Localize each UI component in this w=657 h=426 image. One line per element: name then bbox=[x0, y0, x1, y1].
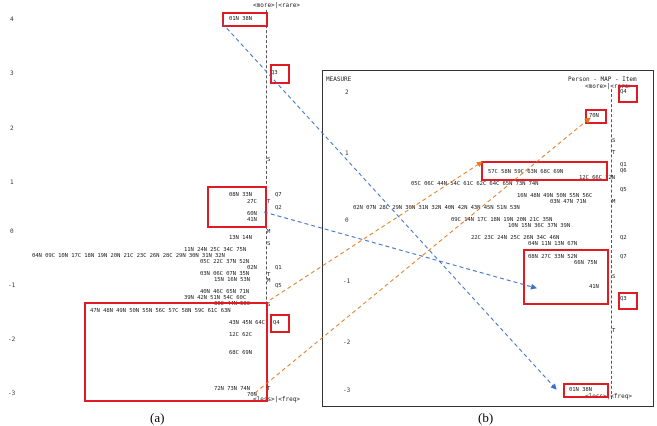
panel-b-tick: 0 bbox=[345, 217, 349, 224]
item-label: Q5 bbox=[275, 283, 282, 289]
panel-b-tick: -2 bbox=[343, 339, 351, 346]
panel-a-tick: -2 bbox=[8, 336, 16, 343]
person-row: 13N 14N bbox=[229, 235, 252, 241]
item-label: Q2 bbox=[275, 205, 282, 211]
item-label: Q1 bbox=[275, 265, 282, 271]
panel-b-tick: -1 bbox=[343, 278, 351, 285]
panel-a-person-item-map: <more>|<rare> 4 3 2 1 0 -1 -2 -3 01N 38N… bbox=[8, 2, 305, 403]
axis-letter: S bbox=[267, 157, 271, 163]
axis-letter: T bbox=[267, 199, 271, 205]
panel-a-tick: 3 bbox=[10, 70, 14, 77]
person-row: 05C 06C 44N 54C 61C 62C 64C 65N 73N 74N bbox=[411, 181, 539, 187]
axis-letter: M bbox=[267, 229, 271, 235]
highlight-box bbox=[222, 12, 268, 27]
panel-b-header: <more>|<rare> bbox=[585, 83, 632, 90]
highlight-box bbox=[523, 249, 609, 305]
person-row: 01N 38N bbox=[229, 16, 252, 22]
item-label: Q7 bbox=[620, 254, 627, 260]
highlight-box bbox=[270, 314, 290, 333]
panel-b-tick: 1 bbox=[345, 150, 349, 157]
panel-a-footer: <less>|<freq> bbox=[253, 396, 300, 403]
person-row: 41N bbox=[589, 284, 599, 290]
person-row: 15N 16N 53N bbox=[214, 277, 250, 283]
person-row: 39N 42N 51N 54C 60C bbox=[184, 295, 247, 301]
person-row: 02N 07N 28C 29N 30N 31N 32N 40N 42N 43N … bbox=[353, 205, 520, 211]
panel-b-label: (b) bbox=[478, 410, 494, 425]
axis-letter: T bbox=[612, 150, 616, 156]
highlight-box bbox=[618, 85, 638, 103]
panel-b-title-left: MEASURE bbox=[326, 76, 352, 83]
highlight-box bbox=[207, 186, 267, 228]
panel-b-tick: 2 bbox=[345, 89, 349, 96]
highlight-box bbox=[270, 64, 290, 84]
person-row: 04N 11N 13N 67N bbox=[528, 241, 578, 247]
person-row: 70N bbox=[589, 113, 599, 119]
item-label: Q4 bbox=[620, 89, 627, 95]
panel-b-tick: -3 bbox=[343, 387, 351, 394]
highlight-box bbox=[481, 161, 608, 181]
panel-b-title-right: Person - MAP - Item bbox=[568, 76, 637, 83]
axis-letter: S bbox=[267, 241, 271, 247]
axis-letter: S bbox=[612, 138, 616, 144]
highlight-box bbox=[563, 383, 609, 398]
person-row: 03N 47N 71N bbox=[550, 199, 586, 205]
person-row: 11N 24N 25C 34C 75N bbox=[184, 247, 247, 253]
person-row: 12C 66C 72N bbox=[579, 175, 615, 181]
item-label: Q5 bbox=[620, 187, 627, 193]
axis-letter: T bbox=[612, 328, 616, 334]
item-label: Q3 bbox=[620, 296, 627, 302]
panel-a-header: <more>|<rare> bbox=[253, 2, 300, 9]
person-row: 04N 09C 10N 17C 18N 19N 20N 21C 23C 26N … bbox=[32, 253, 225, 259]
axis-letter: M bbox=[267, 278, 271, 284]
person-row: 47N 48N 49N 50N 55N 56C 57C 58N 59C 61C … bbox=[90, 308, 231, 314]
item-label: Q7 bbox=[275, 192, 282, 198]
panel-b-axis bbox=[611, 89, 612, 399]
panel-b-person-item-map: MEASURE Person - MAP - Item <more>|<rare… bbox=[322, 70, 654, 407]
item-label: Q1 bbox=[620, 162, 627, 168]
panel-a-tick: 4 bbox=[10, 16, 14, 23]
item-label: Q6 bbox=[620, 168, 627, 174]
highlight-box bbox=[84, 302, 268, 402]
panel-a-tick: 2 bbox=[10, 125, 14, 132]
item-label: Q2 bbox=[620, 235, 627, 241]
person-row: 05C 22C 37N 52N bbox=[200, 259, 250, 265]
person-row: 10N 15N 36C 37N 39N bbox=[508, 223, 571, 229]
panel-a-tick: -1 bbox=[8, 282, 16, 289]
axis-letter: M bbox=[612, 199, 616, 205]
highlight-box bbox=[618, 292, 638, 310]
panel-a-tick: -3 bbox=[8, 390, 16, 397]
highlight-box bbox=[585, 109, 607, 124]
panel-a-tick: 0 bbox=[10, 228, 14, 235]
person-row: 70N bbox=[247, 392, 257, 398]
panel-a-tick: 1 bbox=[10, 179, 14, 186]
axis-letter: S bbox=[612, 274, 616, 280]
panel-a-label: (a) bbox=[150, 410, 165, 425]
